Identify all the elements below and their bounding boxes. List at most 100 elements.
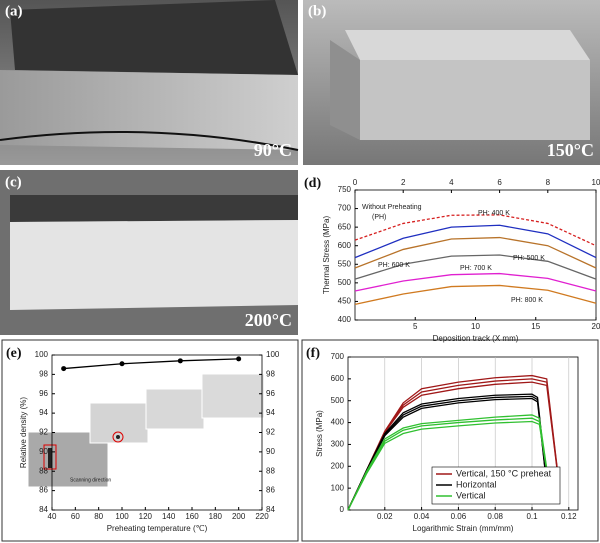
inset-text: Scanning direction — [70, 477, 111, 483]
y-tick-label: 100 — [35, 350, 49, 359]
panel-label: (c) — [5, 174, 22, 190]
temperature-label: 90°C — [254, 140, 292, 160]
temperature-label: 200°C — [245, 310, 292, 330]
chart-background — [300, 170, 600, 335]
x-tick-label: 15 — [531, 322, 540, 331]
y-tick-label: 94 — [39, 408, 48, 417]
series-line — [347, 420, 548, 511]
y-tick-label: 300 — [331, 440, 345, 449]
legend-label: Vertical, 150 °C preheat — [456, 468, 552, 478]
x-tick-label: 140 — [162, 512, 176, 521]
series-line — [347, 414, 548, 511]
y-tick-label: 90 — [39, 447, 48, 456]
panel-label: (a) — [5, 3, 23, 19]
x-tick-label: 60 — [71, 512, 80, 521]
point — [236, 356, 242, 362]
y2-tick-label: 100 — [266, 350, 280, 359]
x-tick-label: 0.02 — [377, 512, 393, 521]
y-tick-label: 700 — [331, 352, 345, 361]
x-tick-label: 0.06 — [451, 512, 467, 521]
series-line — [347, 417, 548, 511]
panel-label: (b) — [308, 3, 326, 19]
legend-label: Vertical — [456, 490, 486, 500]
annotation: PH: 800 K — [511, 297, 543, 304]
y-tick-label: 92 — [39, 428, 48, 437]
x-tick-label: 80 — [94, 512, 103, 521]
legend-box — [431, 466, 561, 505]
panel-label: (e) — [6, 346, 22, 361]
y-tick-label: 86 — [39, 486, 48, 495]
x2-tick-label: 4 — [449, 178, 454, 187]
y-tick-label: 550 — [338, 259, 352, 268]
y-tick-label: 400 — [331, 418, 345, 427]
y-tick-label: 0 — [340, 505, 345, 514]
x-tick-label: 0.04 — [414, 512, 430, 521]
x-tick-label: 160 — [185, 512, 199, 521]
annotation: PH: 600 K — [378, 262, 410, 269]
y2-tick-label: 98 — [266, 369, 275, 378]
y-tick-label: 500 — [338, 278, 352, 287]
x-axis-title: Deposition track (X mm) — [433, 334, 519, 343]
point — [177, 358, 183, 364]
annotation: PH: 400 K — [478, 210, 510, 217]
series-line — [354, 272, 597, 292]
y2-tick-label: 94 — [266, 408, 275, 417]
x-axis-title: Logarithmic Strain (mm/mm) — [413, 524, 514, 533]
x-tick-label: 0.08 — [487, 512, 503, 521]
x-tick-label: 220 — [255, 512, 269, 521]
point — [119, 361, 125, 367]
y2-tick-label: 84 — [266, 505, 275, 514]
series-line — [354, 254, 597, 280]
x-tick-label: 120 — [139, 512, 153, 521]
x2-tick-label: 2 — [401, 178, 406, 187]
plot-area — [347, 356, 579, 511]
panel-frame — [301, 339, 599, 542]
y-tick-label: 750 — [338, 185, 352, 194]
panel-label: (d) — [304, 176, 321, 191]
series-line — [354, 214, 597, 247]
x-tick-label: 180 — [209, 512, 223, 521]
series-line — [354, 236, 597, 269]
x-tick-label: 0.1 — [526, 512, 538, 521]
legend-label: Horizontal — [456, 479, 497, 489]
x2-tick-label: 8 — [546, 178, 551, 187]
y-tick-label: 650 — [338, 222, 352, 231]
x-tick-label: 40 — [48, 512, 57, 521]
series-line — [347, 397, 546, 511]
y2-tick-label: 90 — [266, 447, 275, 456]
y-tick-label: 700 — [338, 204, 352, 213]
x2-tick-label: 0 — [353, 178, 358, 187]
y-tick-label: 88 — [39, 466, 48, 475]
y2-tick-label: 86 — [266, 486, 275, 495]
x-tick-label: 200 — [232, 512, 246, 521]
photo-a: (a) 90°C — [0, 0, 299, 165]
y-tick-label: 500 — [331, 396, 345, 405]
x-tick-label: 0.12 — [561, 512, 577, 521]
x2-tick-label: 6 — [497, 178, 502, 187]
annotation: (PH) — [372, 214, 386, 221]
panel-label: (f) — [306, 346, 320, 361]
annotation: PH: 700 K — [460, 265, 492, 272]
y-tick-label: 200 — [331, 461, 345, 470]
x-tick-label: 20 — [592, 322, 600, 331]
y-tick-label: 96 — [39, 389, 48, 398]
x-axis-title: Preheating temperature (℃) — [107, 524, 208, 533]
y-tick-label: 600 — [331, 374, 345, 383]
x-tick-label: 100 — [115, 512, 129, 521]
micrograph-insets: Scanning direction — [27, 373, 265, 488]
point — [61, 366, 67, 372]
y-tick-label: 84 — [39, 505, 48, 514]
y-tick-label: 450 — [338, 297, 352, 306]
annotation: PH: 500 K — [513, 255, 545, 262]
y-axis-title: Relative density (%) — [19, 397, 28, 468]
annotation: Without Preheating — [362, 204, 422, 211]
x2-tick-label: 10 — [592, 178, 600, 187]
y-tick-label: 98 — [39, 369, 48, 378]
y-axis-title: Thermal Stress (MPa) — [322, 216, 331, 295]
y-tick-label: 600 — [338, 241, 352, 250]
y-axis-title: Stress (MPa) — [315, 410, 324, 457]
y-tick-label: 100 — [331, 483, 345, 492]
x-tick-label: 5 — [413, 322, 418, 331]
y-tick-label: 400 — [338, 315, 352, 324]
